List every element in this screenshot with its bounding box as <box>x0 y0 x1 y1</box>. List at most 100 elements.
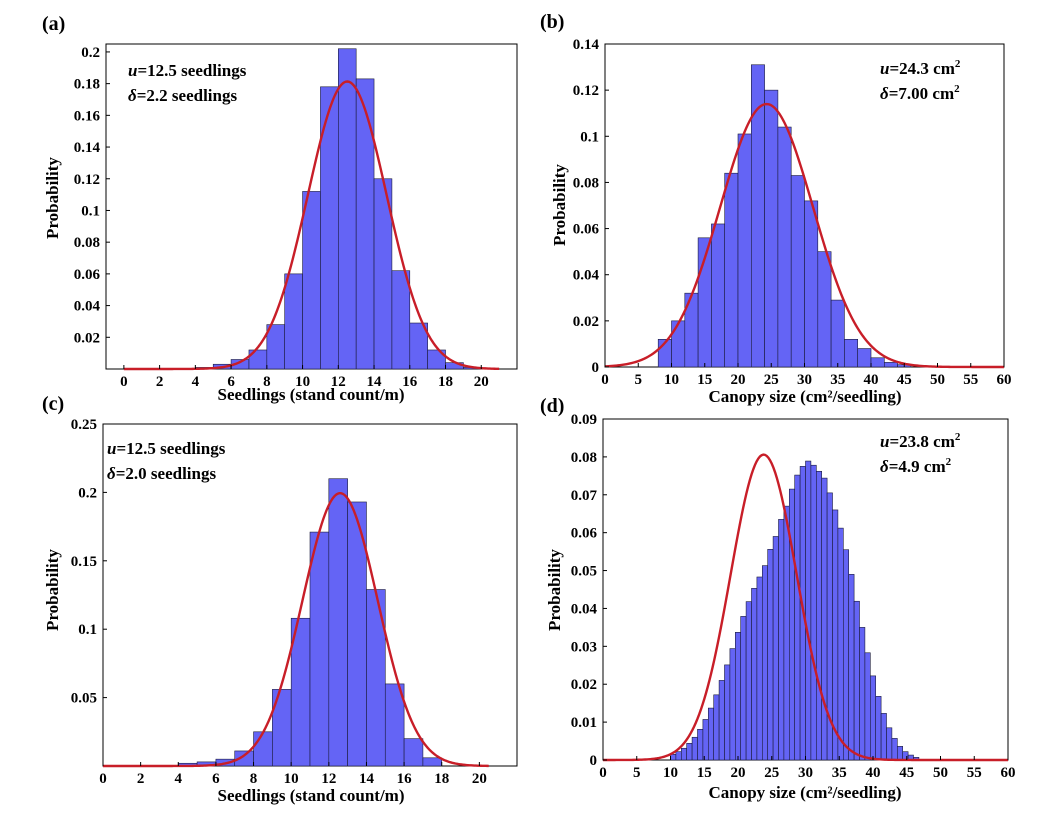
sd-value: =2.0 seedlings <box>116 464 217 483</box>
y-tick-label: 0.12 <box>74 172 100 188</box>
x-tick-label: 8 <box>263 374 271 390</box>
histogram-bar <box>675 751 682 761</box>
mean-unit-superscript: 2 <box>955 431 961 443</box>
histogram-bar <box>686 743 693 761</box>
panel-label: (d) <box>540 395 564 417</box>
histogram-bar <box>869 675 876 761</box>
histogram-bar <box>724 664 731 761</box>
histogram-bar <box>691 736 698 761</box>
mean-symbol: u <box>128 61 137 80</box>
y-tick-label: 0.02 <box>573 314 599 330</box>
x-tick-label: 35 <box>830 372 845 388</box>
histogram-bar <box>896 746 903 761</box>
y-tick-label: 0.16 <box>74 108 101 124</box>
histogram-bar <box>778 519 785 761</box>
histogram-bar <box>902 751 909 761</box>
y-tick-label: 0.14 <box>74 140 101 156</box>
mean-annotation: u=12.5 seedlings <box>128 61 247 80</box>
y-tick-label: 0.14 <box>573 37 600 53</box>
sd-symbol: δ <box>880 457 889 476</box>
histogram-bar <box>886 727 893 761</box>
x-axis-label: Canopy size (cm²/seedling) <box>708 387 901 406</box>
x-tick-label: 5 <box>635 372 643 388</box>
histogram-bar <box>777 126 792 368</box>
x-tick-label: 45 <box>897 372 912 388</box>
histogram-bar <box>848 574 855 761</box>
x-axis-label: Seedlings (stand count/m) <box>217 786 404 805</box>
y-tick-label: 0.04 <box>74 299 101 315</box>
y-tick-label: 0.1 <box>81 203 100 219</box>
x-tick-label: 15 <box>697 765 712 781</box>
x-tick-label: 18 <box>434 771 449 787</box>
y-tick-label: 0.06 <box>573 222 600 238</box>
histogram-bar <box>815 470 822 761</box>
panel-label: (b) <box>540 11 564 33</box>
sd-annotation: δ=2.0 seedlings <box>107 464 216 483</box>
histogram-bar <box>859 627 866 761</box>
y-tick-label: 0.08 <box>573 175 599 191</box>
mean-annotation: u=24.3 cm2 <box>880 58 961 78</box>
x-tick-label: 30 <box>797 372 812 388</box>
histogram-bar <box>355 78 375 370</box>
y-tick-label: 0.25 <box>71 417 97 433</box>
sd-symbol: δ <box>880 84 889 103</box>
sd-value: =4.9 cm <box>889 457 946 476</box>
y-tick-label: 0.18 <box>74 77 100 93</box>
histogram-bar <box>821 477 828 761</box>
x-tick-label: 55 <box>963 372 978 388</box>
sd-symbol: δ <box>107 464 116 483</box>
histogram-bar <box>391 270 411 370</box>
x-tick-label: 40 <box>864 372 879 388</box>
panel-label: (c) <box>42 393 64 415</box>
x-axis-label: Canopy size (cm²/seedling) <box>708 783 901 802</box>
x-tick-label: 45 <box>899 765 914 781</box>
x-tick-label: 8 <box>250 771 258 787</box>
x-tick-label: 20 <box>731 765 746 781</box>
y-tick-label: 0.08 <box>74 235 100 251</box>
y-tick-label: 0.04 <box>573 268 600 284</box>
mean-value: =12.5 seedlings <box>137 61 246 80</box>
y-axis-label: Probability <box>43 549 62 631</box>
mean-symbol: u <box>880 59 889 78</box>
histogram-bar <box>266 324 285 370</box>
sd-annotation: δ=4.9 cm2 <box>880 456 952 476</box>
histogram-bar <box>734 632 741 761</box>
y-tick-label: 0.12 <box>573 83 599 99</box>
histogram-bar <box>745 601 752 761</box>
y-tick-label: 0.15 <box>71 554 97 570</box>
histogram-bar <box>309 531 330 767</box>
x-tick-label: 0 <box>99 771 107 787</box>
sd-annotation: δ=7.00 cm2 <box>880 83 960 103</box>
histogram-bar <box>875 696 882 761</box>
x-tick-label: 12 <box>321 771 336 787</box>
histogram-bar <box>783 505 790 761</box>
y-tick-label: 0.2 <box>81 45 100 61</box>
y-tick-label: 0.1 <box>580 129 599 145</box>
panel-label: (a) <box>42 13 65 35</box>
x-tick-label: 2 <box>137 771 145 787</box>
x-tick-label: 60 <box>997 372 1012 388</box>
x-tick-label: 20 <box>731 372 746 388</box>
histogram-bar <box>302 191 321 370</box>
x-tick-label: 16 <box>397 771 413 787</box>
y-tick-label: 0.09 <box>571 412 597 428</box>
histogram-bar <box>810 464 817 761</box>
x-tick-label: 4 <box>175 771 183 787</box>
x-tick-label: 6 <box>227 374 235 390</box>
mean-value: =24.3 cm <box>889 59 954 78</box>
x-tick-label: 35 <box>832 765 847 781</box>
histogram-bar <box>729 648 736 761</box>
y-tick-label: 0.1 <box>78 622 97 638</box>
mean-value: =23.8 cm <box>889 432 954 451</box>
y-tick-label: 0.01 <box>571 715 597 731</box>
histogram-bar <box>328 478 348 767</box>
histogram-bar <box>772 536 779 761</box>
x-tick-label: 50 <box>930 372 945 388</box>
sd-unit-superscript: 2 <box>946 456 952 468</box>
x-tick-label: 16 <box>402 374 418 390</box>
x-tick-label: 6 <box>212 771 220 787</box>
histogram-bar <box>702 719 709 761</box>
y-tick-label: 0.02 <box>74 330 100 346</box>
x-tick-label: 10 <box>295 374 310 390</box>
